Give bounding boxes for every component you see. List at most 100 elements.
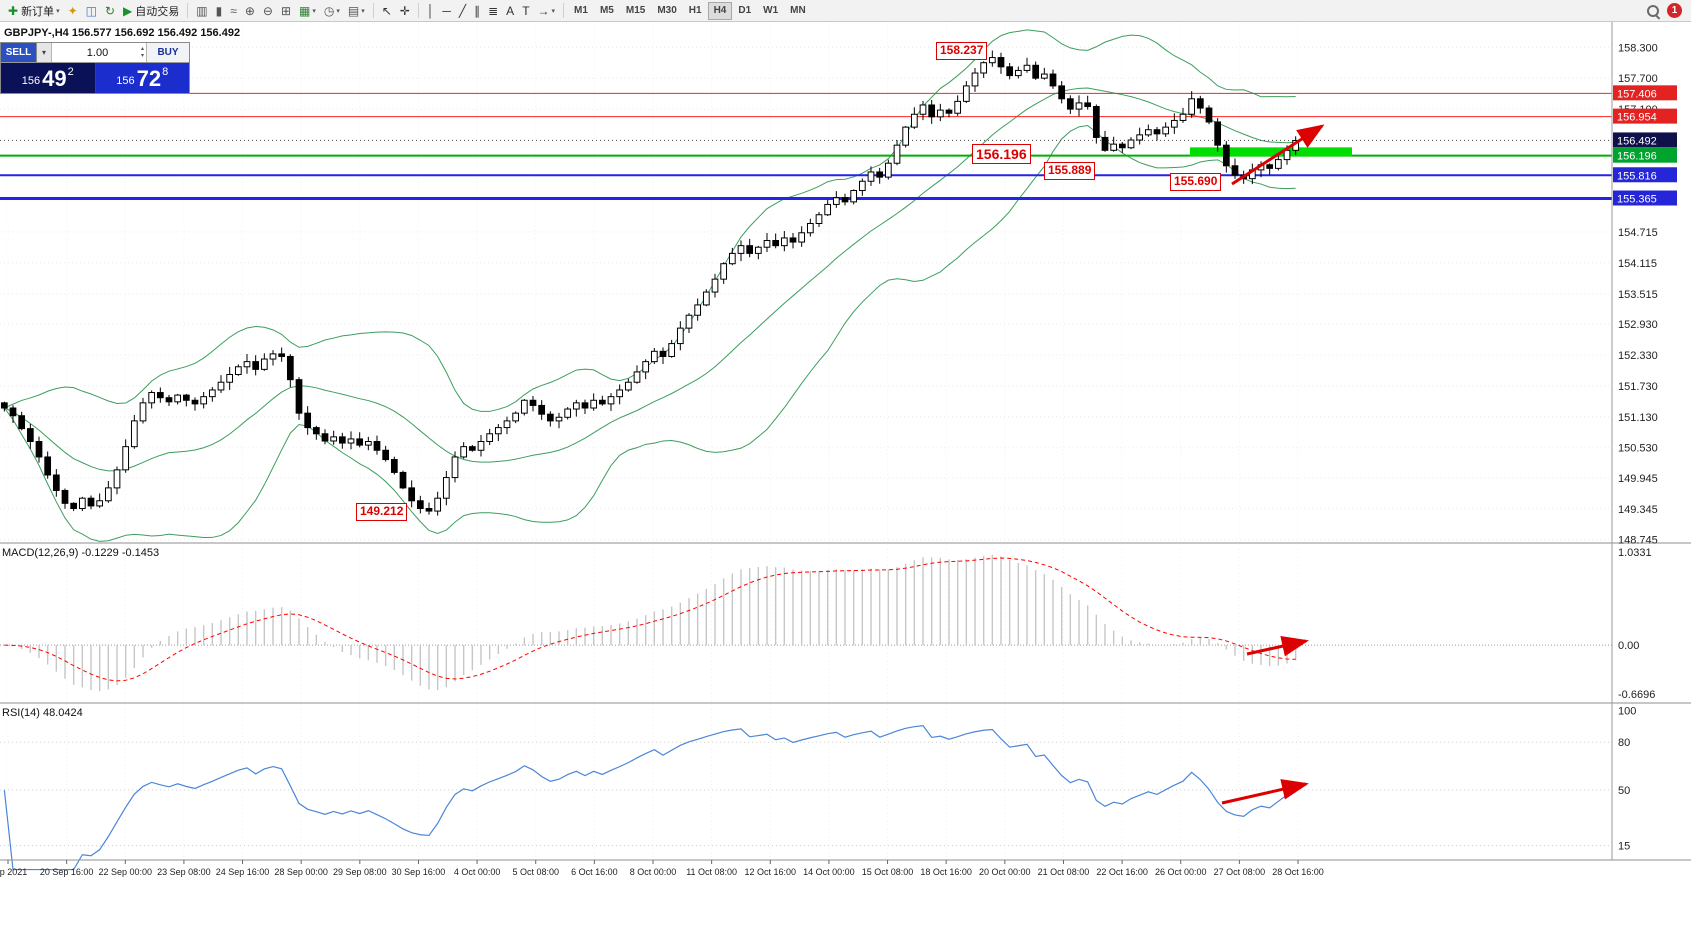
sell-button[interactable]: SELL [1,43,37,62]
time-label: Sep 2021 [0,867,27,877]
toolbar-separator [563,3,565,18]
svg-text:152.330: 152.330 [1618,350,1658,362]
vertical-line-button[interactable]: │ [423,2,439,20]
chevron-down-icon: ▾ [41,48,46,57]
price-badge: 157.406 [1613,85,1677,101]
channel-button[interactable]: ∥ [470,2,484,20]
timeframe-m1-button[interactable]: M1 [568,2,594,20]
sell-price-pips: 49 [42,66,67,92]
svg-text:RSI(14) 48.0424: RSI(14) 48.0424 [2,707,83,719]
text-button[interactable]: A [502,2,518,20]
time-label: 28 Sep 00:00 [274,867,328,877]
support-zone[interactable] [1190,147,1352,157]
price-chart[interactable]: MACD(12,26,9) -0.1229 -0.1453 1.0331 0.00 -… [0,22,1691,941]
fibonacci-button[interactable]: ≣ [484,2,502,20]
line-chart-button[interactable]: ≈ [226,2,241,20]
new-order-button[interactable]: ✚ 新订单 ▾ [4,2,64,20]
clock-button[interactable]: ◷ ▾ [320,2,344,20]
svg-text:149.345: 149.345 [1618,504,1658,516]
new-chart-button[interactable]: ▦ ▾ [295,2,320,20]
refresh-icon: ↻ [104,3,116,18]
tile-windows-button[interactable]: ⊞ [277,2,295,20]
svg-text:151.130: 151.130 [1618,412,1658,424]
price-badge: 156.492 [1613,132,1677,148]
cursor-button[interactable]: ↖ [378,2,396,20]
svg-text:156.196: 156.196 [1617,151,1657,163]
bar-chart-icon: ▥ [196,3,208,18]
timeframe-m15-button[interactable]: M15 [620,2,651,20]
market-watch-icon: ◫ [85,3,97,18]
svg-text:156.492: 156.492 [1617,135,1657,147]
crosshair-button[interactable]: ✛ [396,2,414,20]
price-badge: 155.365 [1613,190,1677,206]
new-chart-icon: ▦ [299,3,311,18]
buy-price-pips: 72 [136,66,162,92]
svg-text:154.115: 154.115 [1618,258,1657,270]
toolbar-separator [372,3,374,18]
chart-profiles-button[interactable]: ✦ [64,2,82,20]
buy-button[interactable]: BUY [147,43,189,62]
search-icon[interactable] [1646,4,1660,18]
svg-text:50: 50 [1618,785,1630,797]
svg-text:151.730: 151.730 [1618,381,1658,393]
bar-chart-button[interactable]: ▥ [192,2,211,20]
time-label: 29 Sep 08:00 [333,867,387,877]
time-label: 5 Oct 08:00 [512,867,559,877]
zoom-in-button[interactable]: ⊕ [241,2,259,20]
price-axis: 158.300157.700157.100154.715154.115153.5… [1613,42,1677,547]
sell-price-point: 2 [67,66,74,78]
trendline-icon: ╱ [458,3,467,18]
timeframe-d1-button[interactable]: D1 [732,2,757,20]
timeframe-mn-button[interactable]: MN [784,2,812,20]
timeframe-w1-button[interactable]: W1 [757,2,784,20]
candlestick-chart-button[interactable]: ▮ [212,2,227,20]
time-label: 14 Oct 00:00 [803,867,855,877]
label-icon: T [522,3,530,18]
chevron-down-icon: ▾ [551,7,556,15]
trendline-button[interactable]: ╱ [455,2,470,20]
time-label: 4 Oct 00:00 [454,867,501,877]
time-label: 8 Oct 00:00 [630,867,677,877]
toolbar: ✚ 新订单 ▾ ✦ ◫ ↻ ▶ 自动交易 ▥ ▮ ≈ ⊕ ⊖ ⊞ ▦ ▾ ◷ ▾ ▤ ▾ ↖ ✛ │ ─ ╱ ∥ ≣ A T → ▾ M1 M5… [0,0,1691,22]
time-label: 15 Oct 08:00 [862,867,914,877]
horizontal-lines[interactable] [0,92,1612,201]
timeframe-m5-button[interactable]: M5 [594,2,620,20]
volume-stepper[interactable]: ▴ ▾ [141,46,144,59]
zoom-out-button[interactable]: ⊖ [259,2,277,20]
time-label: 20 Oct 00:00 [979,867,1031,877]
time-label: 28 Oct 16:00 [1272,867,1324,877]
sell-price-big-figure: 156 [21,75,41,87]
trend-arrows[interactable] [1221,124,1325,805]
crosshair-icon: ✛ [399,3,410,18]
svg-text:150.530: 150.530 [1618,443,1658,455]
svg-text:152.930: 152.930 [1618,319,1658,331]
trend-arrow-main [1231,124,1325,186]
channel-icon: ∥ [474,3,481,18]
autotrade-button[interactable]: ▶ 自动交易 [119,2,183,20]
autotrade-icon: ▶ [123,3,133,18]
svg-text:157.406: 157.406 [1617,88,1657,100]
label-button[interactable]: T [518,2,533,20]
refresh-button[interactable]: ↻ [101,2,119,20]
notification-badge[interactable]: 1 [1667,3,1682,18]
tile-windows-icon: ⊞ [280,3,292,18]
arrows-button[interactable]: → ▾ [534,2,560,20]
market-watch-button[interactable]: ◫ [82,2,101,20]
order-type-dropdown[interactable]: ▾ [37,43,52,62]
buy-price-panel[interactable]: 156 72 8 [95,63,189,93]
volume-input[interactable]: 1.00 ▴ ▾ [52,43,147,62]
timeframe-m30-button[interactable]: M30 [651,2,682,20]
arrows-icon: → [537,3,550,18]
timeframe-h4-button[interactable]: H4 [707,1,733,20]
time-label: 12 Oct 16:00 [744,867,796,877]
timeframe-h1-button[interactable]: H1 [683,2,708,20]
timeframe-h1-button-label: H1 [688,5,702,16]
timeframe-h4-button-label: H4 [713,5,727,16]
sell-price-panel[interactable]: 156 49 2 [1,63,96,93]
time-label: 18 Oct 16:00 [920,867,972,877]
timeframe-d1-button-label: D1 [738,5,752,16]
volume-value: 1.00 [86,46,109,59]
horizontal-line-button[interactable]: ─ [438,2,455,20]
templates-button[interactable]: ▤ ▾ [344,2,369,20]
svg-text:0.00: 0.00 [1618,640,1639,652]
